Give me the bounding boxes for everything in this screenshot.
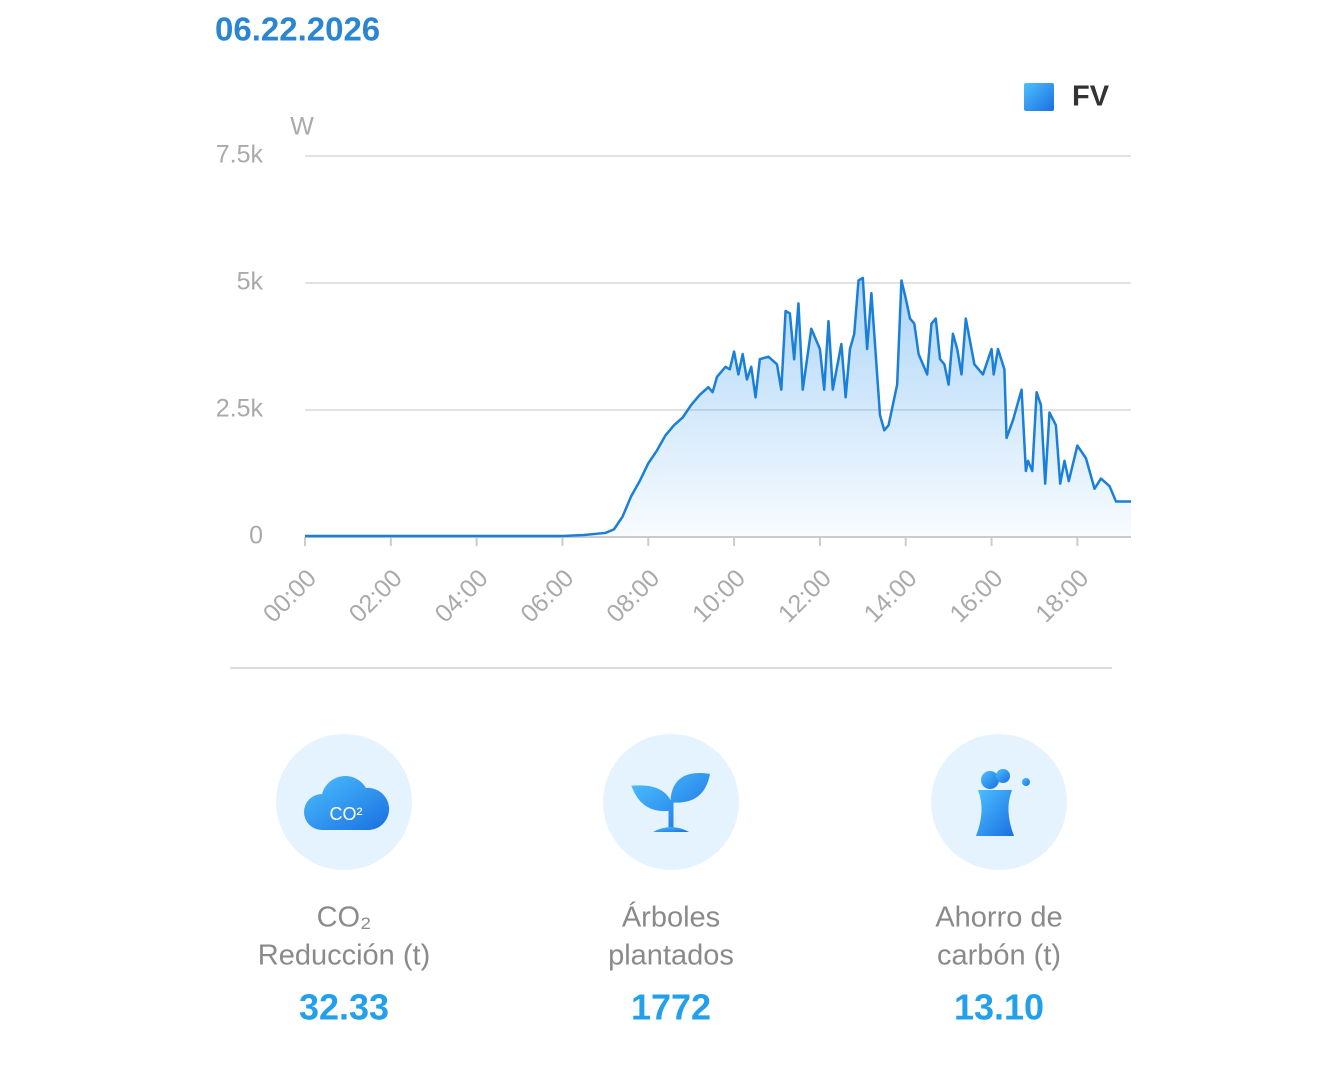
stat-label: carbón (t) bbox=[937, 940, 1061, 972]
stat-label: CO₂ bbox=[317, 902, 372, 934]
x-tick-label: 14:00 bbox=[859, 564, 923, 628]
x-tick-label: 04:00 bbox=[430, 564, 494, 628]
x-tick-label: 08:00 bbox=[601, 564, 665, 628]
y-tick-label: 7.5k bbox=[216, 141, 264, 169]
stat-label: Árboles bbox=[622, 901, 720, 934]
y-axis-label: W bbox=[290, 113, 314, 141]
x-tick-label: 16:00 bbox=[944, 564, 1008, 628]
x-tick-label: 06:00 bbox=[515, 564, 579, 628]
area bbox=[305, 277, 1131, 537]
x-tick-label: 12:00 bbox=[773, 564, 837, 628]
x-tick-label: 02:00 bbox=[344, 564, 408, 628]
legend-swatch bbox=[1024, 83, 1054, 111]
x-tick-label: 18:00 bbox=[1030, 564, 1094, 628]
icon-text: CO² bbox=[330, 804, 363, 824]
x-tick-label: 00:00 bbox=[258, 564, 322, 628]
stat-value: 1772 bbox=[631, 987, 711, 1028]
stat-label: Ahorro de bbox=[935, 902, 1062, 934]
date: 06.22.2026 bbox=[215, 11, 380, 48]
stat-value: 13.10 bbox=[954, 987, 1044, 1028]
x-tick-label: 10:00 bbox=[687, 564, 751, 628]
y-tick-label: 2.5k bbox=[216, 395, 264, 423]
y-tick-label: 5k bbox=[237, 268, 264, 296]
stat-label: plantados bbox=[608, 940, 734, 972]
line bbox=[305, 276, 1131, 538]
stat-value: 32.33 bbox=[299, 987, 389, 1028]
legend-label: FV bbox=[1072, 81, 1110, 113]
stat-label: Reducción (t) bbox=[258, 940, 430, 972]
y-tick-label: 0 bbox=[249, 522, 263, 550]
icons: CO² bbox=[276, 734, 1067, 870]
